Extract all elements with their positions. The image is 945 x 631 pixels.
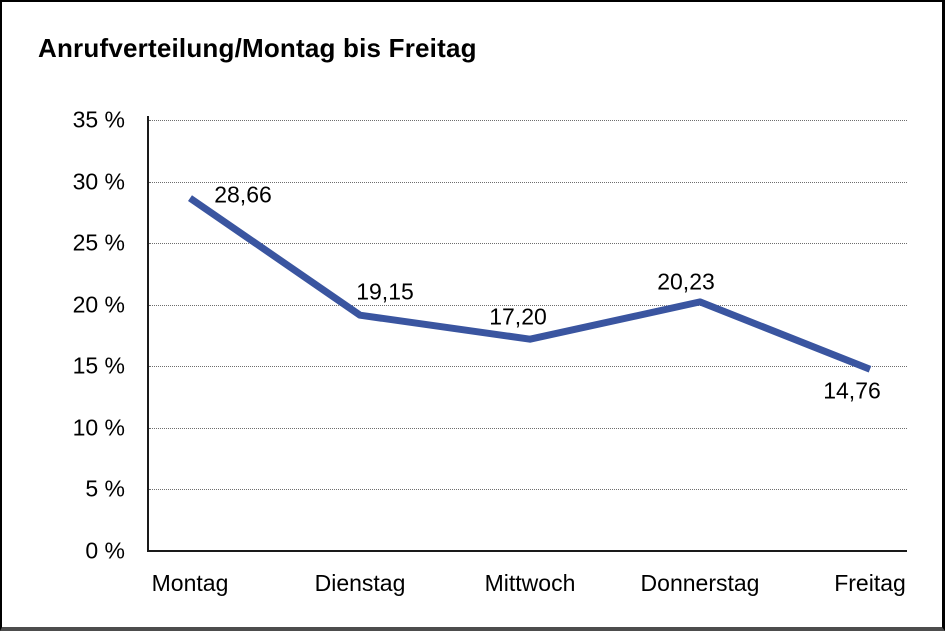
x-axis-label: Freitag xyxy=(834,570,906,596)
y-axis-tick-label: 10 % xyxy=(72,414,125,441)
y-axis-tick-label: 20 % xyxy=(72,291,125,318)
data-point-label: 17,20 xyxy=(489,303,547,330)
y-axis-tick-label: 30 % xyxy=(72,168,125,195)
data-point-label: 14,76 xyxy=(823,377,881,404)
x-axis-label: Dienstag xyxy=(314,570,406,596)
chart-title: Anrufverteilung/Montag bis Freitag xyxy=(38,33,477,63)
data-point-label: 28,66 xyxy=(214,181,272,208)
y-axis-tick-label: 0 % xyxy=(85,537,125,564)
x-axis-line xyxy=(147,550,907,552)
gridline xyxy=(149,243,907,245)
x-axis-label: Donnerstag xyxy=(640,570,760,596)
gridline xyxy=(149,120,907,121)
trend-line xyxy=(188,195,872,373)
data-point-label: 19,15 xyxy=(356,278,414,305)
y-axis-tick-label: 15 % xyxy=(72,352,125,379)
y-axis-tick-label: 35 % xyxy=(72,106,125,133)
trend-line-svg xyxy=(188,195,872,373)
x-axis-label: Mittwoch xyxy=(484,570,576,596)
y-axis-tick-label: 5 % xyxy=(85,475,125,502)
x-axis-label: Montag xyxy=(151,570,229,596)
y-axis-tick-label: 25 % xyxy=(72,229,125,256)
gridline xyxy=(149,181,907,183)
gridline xyxy=(149,366,907,368)
gridline xyxy=(149,489,907,491)
gridline xyxy=(149,427,907,429)
gridline xyxy=(149,304,907,306)
data-point-label: 20,23 xyxy=(657,268,715,295)
y-axis-line xyxy=(147,116,149,552)
